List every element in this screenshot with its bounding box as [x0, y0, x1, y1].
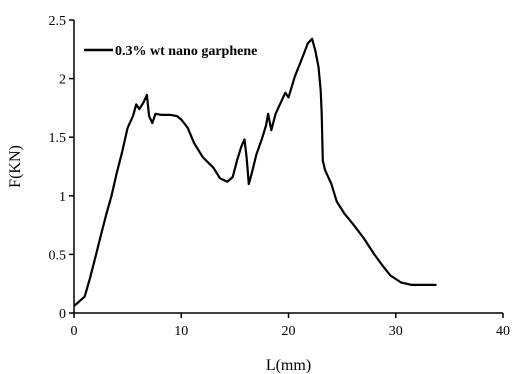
plot-area — [73, 37, 437, 307]
x-ticks: 0 10 20 30 40 — [71, 313, 510, 339]
x-axis-title: L(mm) — [266, 357, 311, 374]
legend: 0.3% wt nano garphene — [84, 44, 257, 59]
y-tick-label: 2.5 — [49, 14, 67, 29]
y-tick-label: 2 — [59, 73, 66, 88]
x-tick-label: 20 — [282, 324, 296, 339]
series-line — [73, 37, 437, 307]
x-tick-label: 0 — [71, 324, 78, 339]
x-tick-label: 10 — [174, 324, 188, 339]
legend-label: 0.3% wt nano garphene — [115, 44, 257, 59]
y-axis-title: F(KN) — [7, 145, 24, 188]
y-tick-label: 0 — [59, 307, 66, 322]
y-tick-label: 1.5 — [49, 131, 67, 146]
axes — [73, 20, 503, 314]
y-ticks: 0 0.5 1 1.5 2 2.5 — [49, 14, 74, 322]
x-tick-label: 30 — [389, 324, 403, 339]
y-tick-label: 1 — [59, 190, 66, 205]
x-tick-label: 40 — [496, 324, 510, 339]
y-tick-label: 0.5 — [49, 248, 67, 263]
